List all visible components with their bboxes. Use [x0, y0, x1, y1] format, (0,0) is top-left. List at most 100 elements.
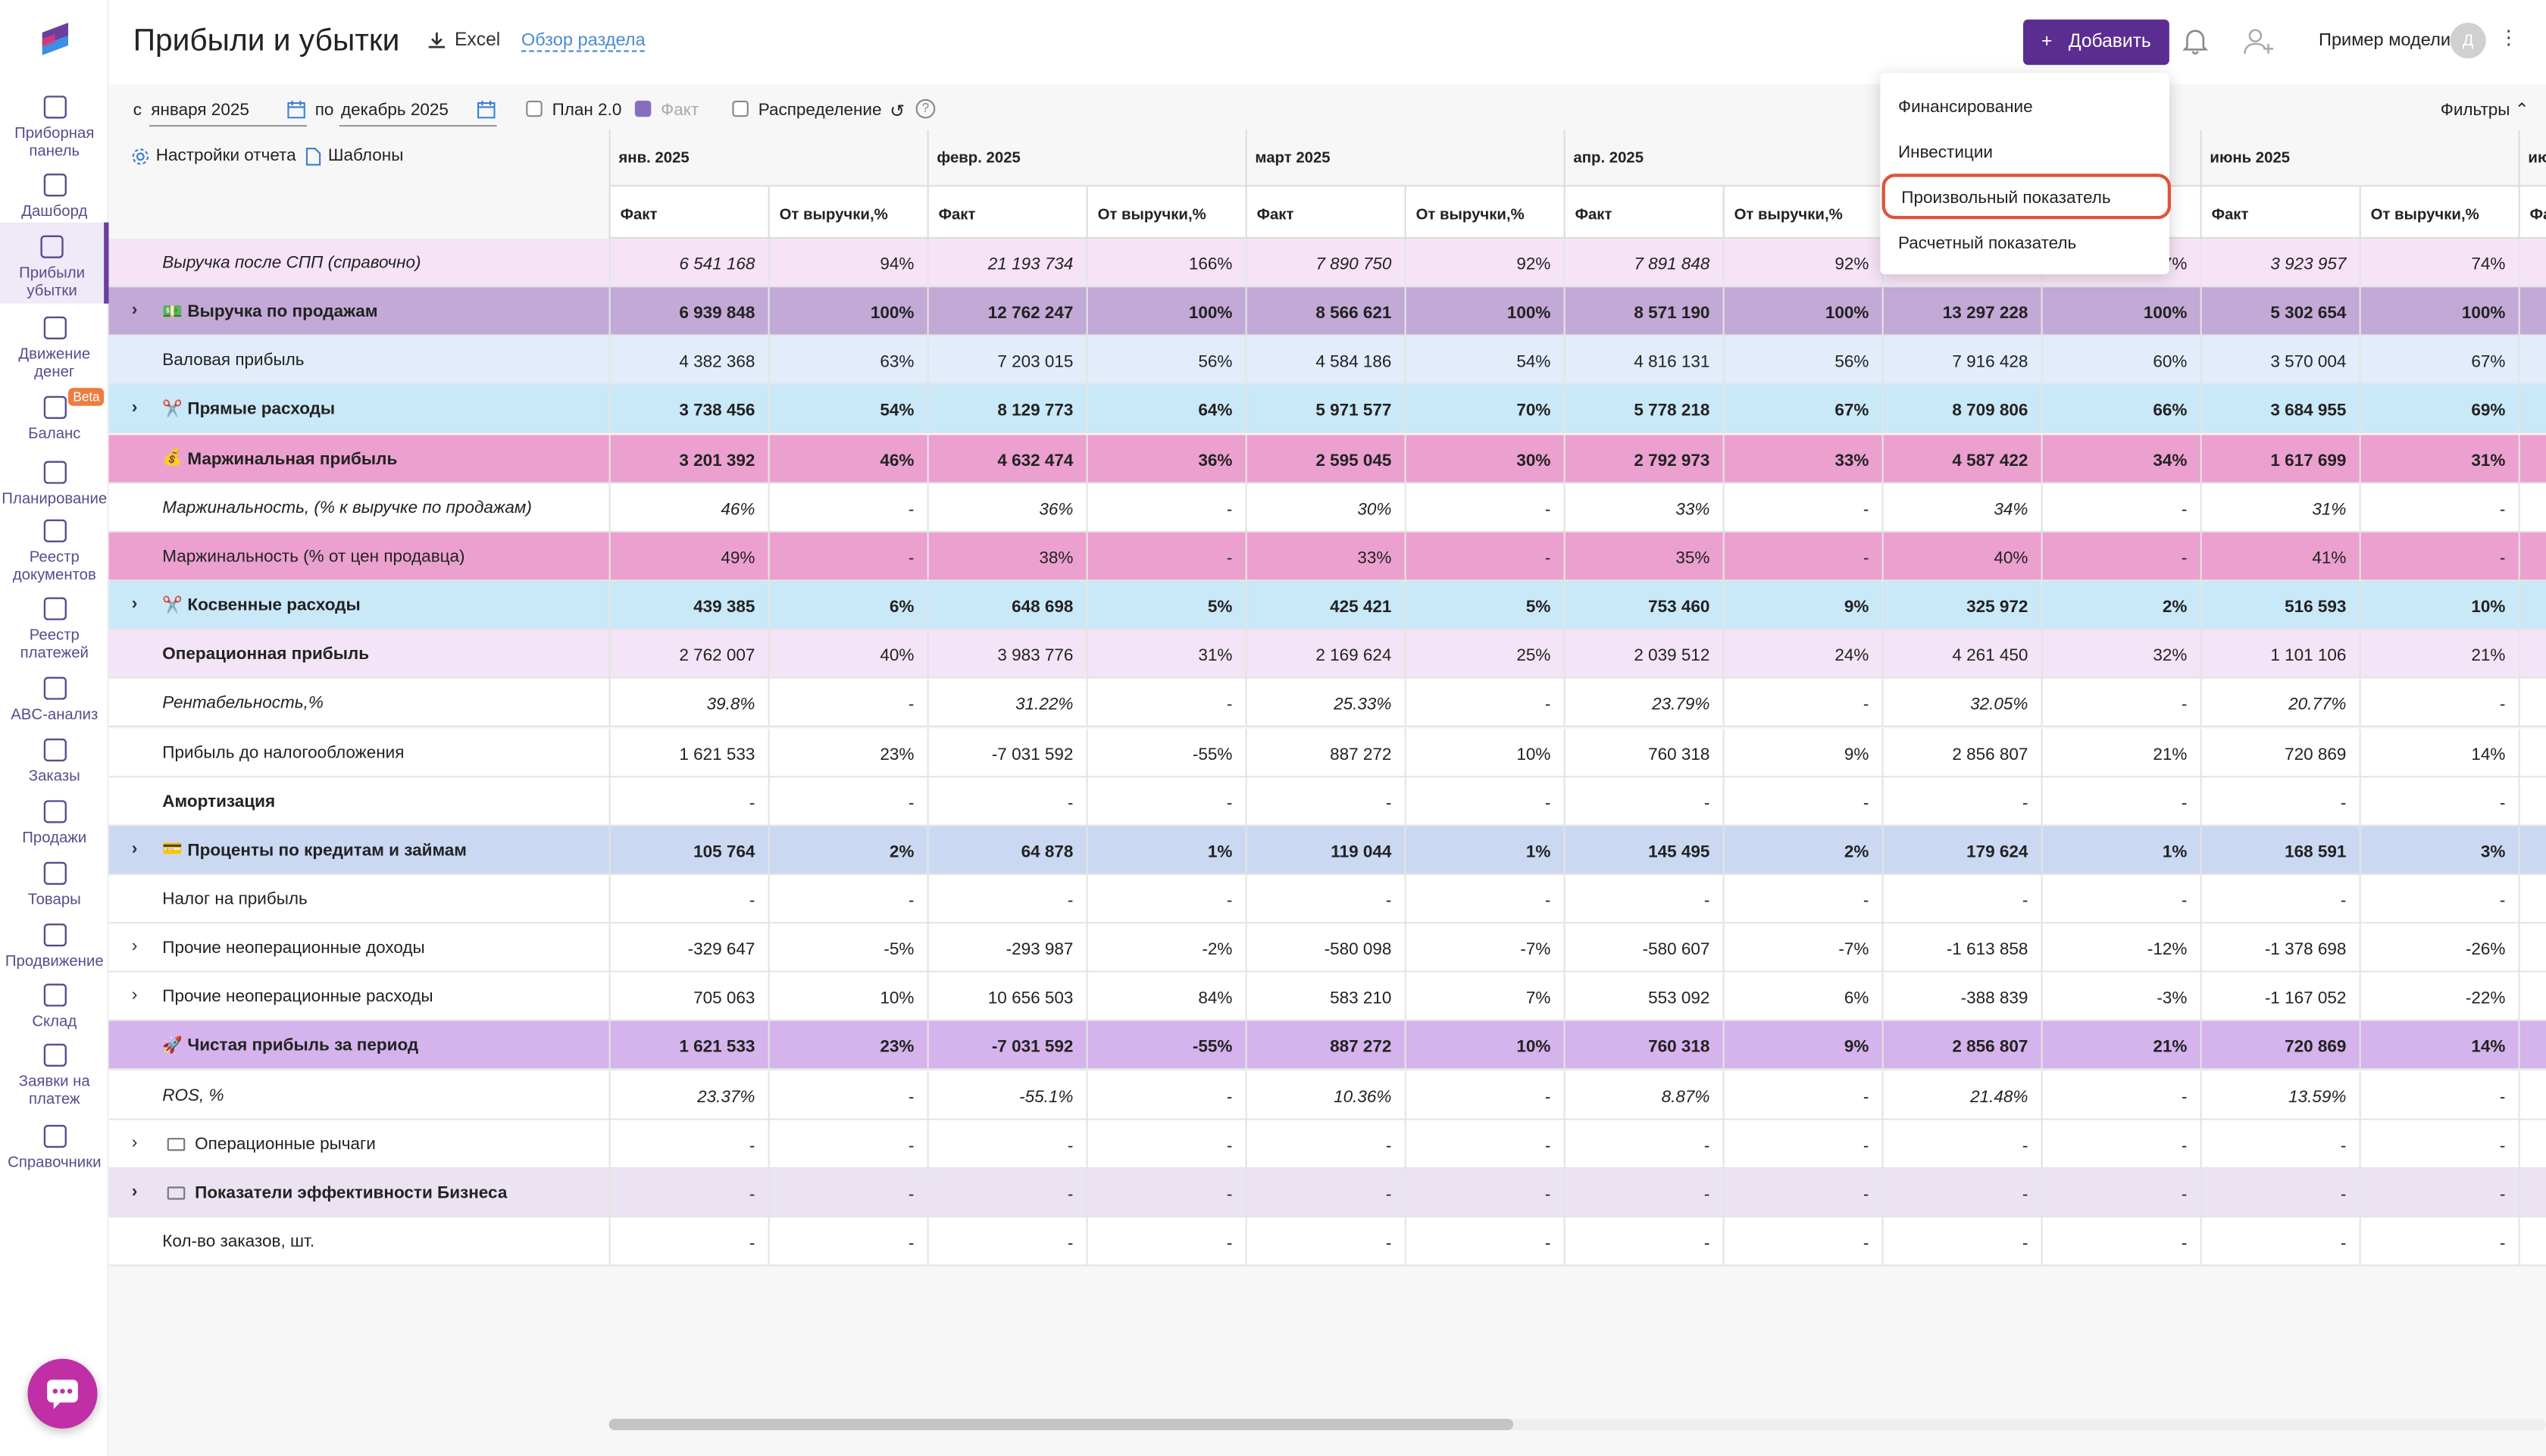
pct-cell[interactable]: 70%	[1404, 385, 1564, 435]
pct-cell[interactable]: -	[2359, 1168, 2519, 1217]
fact-cell[interactable]: 753 460	[1563, 581, 1723, 630]
pct-cell[interactable]: -	[1404, 679, 1564, 728]
pct-cell[interactable]: -55%	[1086, 1021, 1246, 1070]
pct-cell[interactable]: -7%	[1722, 923, 1882, 973]
report-settings-button[interactable]: Настройки отчета	[132, 146, 296, 166]
pct-cell[interactable]: -	[768, 1217, 927, 1267]
fact-cell[interactable]: 6 541 168	[608, 239, 768, 288]
fact-column-header[interactable]: Факт	[927, 186, 1087, 239]
fact-cell[interactable]: -	[1563, 1168, 1723, 1217]
plan-checkbox[interactable]: План 2.0	[526, 100, 621, 120]
fact-cell[interactable]: 64 878	[927, 826, 1087, 875]
fact-cell[interactable]: 1 621 533	[608, 728, 768, 777]
fact-cell[interactable]: 583 210	[1245, 973, 1405, 1022]
sidebar-item-13[interactable]: Склад	[0, 980, 109, 1031]
fact-cell[interactable]: 35%	[1563, 532, 1723, 581]
templates-button[interactable]: Шаблоны	[305, 146, 403, 166]
fact-cell[interactable]: 1 101 106	[2200, 630, 2360, 680]
table-row[interactable]: › Показатели эффективности Бизнеса - - - - - - -…	[108, 1168, 2546, 1217]
fact-cell[interactable]: 31.22%	[927, 679, 1087, 728]
fact-cell[interactable]: 7 203 015	[927, 336, 1087, 386]
pct-cell[interactable]: 56%	[1086, 336, 1246, 386]
fact-cell[interactable]: 10 656 503	[927, 973, 1087, 1022]
pct-cell[interactable]: -	[2041, 874, 2200, 924]
table-row[interactable]: Валовая прибыль 4 382 368 63% 7 203 015 56% 4…	[108, 336, 2546, 386]
fact-cell[interactable]: -1 613 858	[1881, 923, 2041, 973]
pct-cell[interactable]: -3%	[2041, 973, 2200, 1022]
sidebar-item-10[interactable]: Продажи	[0, 797, 109, 848]
pct-cell[interactable]: 10%	[1404, 1021, 1564, 1070]
fact-cell[interactable]: -	[1245, 1168, 1405, 1217]
pct-cell[interactable]: -	[768, 1119, 927, 1169]
pct-cell[interactable]: 100%	[768, 287, 927, 336]
fact-column-header[interactable]: Фа	[2518, 186, 2546, 239]
pct-cell[interactable]: 100%	[2359, 287, 2519, 336]
fact-cell[interactable]: 760 318	[1563, 1021, 1723, 1070]
table-row[interactable]: › 💳 Проценты по кредитам и займам 105 764 2%…	[108, 826, 2546, 875]
fact-cell[interactable]: -	[1881, 1119, 2041, 1169]
table-row[interactable]: Амортизация - - - - - - - - - - - -	[108, 776, 2546, 826]
pct-cell[interactable]: 33%	[1722, 434, 1882, 483]
scrollbar-thumb[interactable]	[608, 1418, 1514, 1430]
pct-cell[interactable]: -	[1404, 532, 1564, 581]
sidebar-item-6[interactable]: Реестр документов	[0, 516, 109, 584]
help-icon[interactable]: ?	[915, 98, 936, 119]
pct-cell[interactable]: 10%	[2359, 581, 2519, 630]
fact-cell[interactable]: -	[1245, 1217, 1405, 1267]
pct-cell[interactable]: 74%	[2359, 239, 2519, 288]
pct-cell[interactable]: 100%	[1086, 287, 1246, 336]
fact-cell[interactable]: 21.48%	[1881, 1070, 2041, 1120]
sidebar-item-2[interactable]: Прибыли убытки	[0, 222, 109, 304]
fact-cell[interactable]: 4 382 368	[608, 336, 768, 386]
fact-cell[interactable]: -	[1881, 1168, 2041, 1217]
pct-cell[interactable]: 36%	[1086, 434, 1246, 483]
pct-cell[interactable]: -	[1722, 679, 1882, 728]
fact-cell[interactable]: 439 385	[608, 581, 768, 630]
pct-cell[interactable]: 67%	[2359, 336, 2519, 386]
fact-cell[interactable]: -1 167 052	[2200, 973, 2360, 1022]
pct-cell[interactable]: -	[1722, 1070, 1882, 1120]
chat-button[interactable]	[27, 1358, 98, 1429]
pct-cell[interactable]: -	[768, 776, 927, 826]
pct-cell[interactable]: -	[1404, 1168, 1564, 1217]
fact-column-header[interactable]: Факт	[1245, 186, 1405, 239]
fact-cell[interactable]: 36%	[927, 483, 1087, 533]
fact-cell[interactable]: 3 201 392	[608, 434, 768, 483]
fact-cell[interactable]: 7 891 848	[1563, 239, 1723, 288]
fact-cell[interactable]: -	[2200, 1217, 2360, 1267]
fact-column-header[interactable]: Факт	[1563, 186, 1723, 239]
sidebar-item-4[interactable]: Баланс Beta	[0, 388, 109, 443]
pct-cell[interactable]: -	[1722, 1119, 1882, 1169]
fact-cell[interactable]: 38%	[927, 532, 1087, 581]
pct-cell[interactable]: 6%	[768, 581, 927, 630]
pct-cell[interactable]: -	[1086, 874, 1246, 924]
horizontal-scrollbar[interactable]	[608, 1418, 2546, 1430]
fact-cell[interactable]: -	[1245, 874, 1405, 924]
fact-cell[interactable]: 32.05%	[1881, 679, 2041, 728]
fact-cell[interactable]: 39.8%	[608, 679, 768, 728]
sidebar-item-14[interactable]: Заявки на платеж	[0, 1041, 109, 1109]
pct-cell[interactable]: 64%	[1086, 385, 1246, 435]
fact-cell[interactable]: 8.87%	[1563, 1070, 1723, 1120]
fact-cell[interactable]: 13.59%	[2200, 1070, 2360, 1120]
pct-cell[interactable]: 60%	[2041, 336, 2200, 386]
undo-icon[interactable]: ↺	[890, 102, 905, 122]
sidebar-item-0[interactable]: Приборная панель	[0, 92, 109, 161]
pct-cell[interactable]: 23%	[768, 728, 927, 777]
fact-cell[interactable]: -580 098	[1245, 923, 1405, 973]
table-row[interactable]: › Прочие неоперационные расходы 705 063 10%…	[108, 973, 2546, 1022]
pct-cell[interactable]: -	[1722, 874, 1882, 924]
pct-cell[interactable]: 9%	[1722, 581, 1882, 630]
pct-cell[interactable]: 21%	[2359, 630, 2519, 680]
pct-cell[interactable]: -55%	[1086, 728, 1246, 777]
fact-cell[interactable]: -	[1881, 874, 2041, 924]
dropdown-item[interactable]: Произвольный показатель	[1881, 173, 2171, 220]
sidebar-item-9[interactable]: Заказы	[0, 736, 109, 786]
pct-cell[interactable]: -	[1086, 532, 1246, 581]
fact-cell[interactable]: -	[1881, 776, 2041, 826]
fact-cell[interactable]: -	[2200, 1168, 2360, 1217]
table-row[interactable]: › ✂️ Прямые расходы 3 738 456 54% 8 129 773 64…	[108, 385, 2546, 435]
pct-cell[interactable]: 21%	[2041, 1021, 2200, 1070]
fact-cell[interactable]: 2 762 007	[608, 630, 768, 680]
pct-cell[interactable]: -	[2359, 1070, 2519, 1120]
